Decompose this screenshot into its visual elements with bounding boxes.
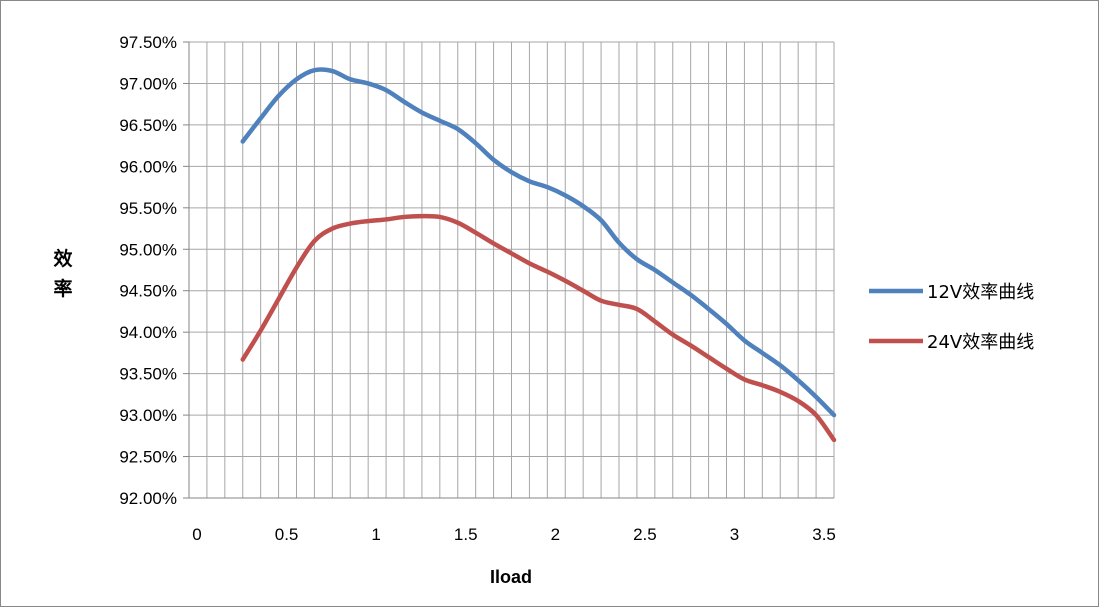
x-tick-label: 1.5 <box>454 525 478 544</box>
x-tick-label: 0 <box>192 525 201 544</box>
x-tick-label: 2 <box>551 525 560 544</box>
y-tick-label: 95.50% <box>119 199 177 218</box>
x-tick-label: 0.5 <box>275 525 299 544</box>
axes <box>183 41 834 499</box>
y-tick-label: 97.00% <box>119 74 177 93</box>
y-tick-label: 92.00% <box>119 489 177 508</box>
y-tick-label: 92.50% <box>119 448 177 467</box>
x-tick-label: 1 <box>371 525 380 544</box>
legend: 12V效率曲线 24V效率曲线 <box>869 282 1034 353</box>
y-tick-labels: 97.50% 97.00% 96.50% 96.00% 95.50% 95.00% 94.5… <box>119 33 177 508</box>
y-tick-label: 93.00% <box>119 406 177 425</box>
y-tick-label: 96.00% <box>119 157 177 176</box>
y-tick-label: 96.50% <box>119 116 177 135</box>
y-tick-label: 94.50% <box>119 282 177 301</box>
gridlines <box>189 41 835 498</box>
series-line-1 <box>240 67 837 418</box>
y-tick-label: 97.50% <box>119 33 177 52</box>
y-tick-label: 93.50% <box>119 365 177 384</box>
legend-label-1: 12V效率曲线 <box>927 282 1034 303</box>
x-axis-label: Iload <box>490 567 532 587</box>
y-tick-label: 95.00% <box>119 240 177 259</box>
y-axis-label: 效率 <box>53 247 72 300</box>
x-tick-labels: 0 0.5 1 1.5 2 2.5 3 3.5 <box>192 525 836 544</box>
x-tick-label: 3 <box>730 525 739 544</box>
series-lines <box>240 67 837 443</box>
y-tick-label: 94.00% <box>119 323 177 342</box>
series-line-2 <box>240 213 837 443</box>
x-tick-label: 3.5 <box>812 525 836 544</box>
x-tick-label: 2.5 <box>633 525 657 544</box>
legend-label-2: 24V效率曲线 <box>927 332 1034 353</box>
